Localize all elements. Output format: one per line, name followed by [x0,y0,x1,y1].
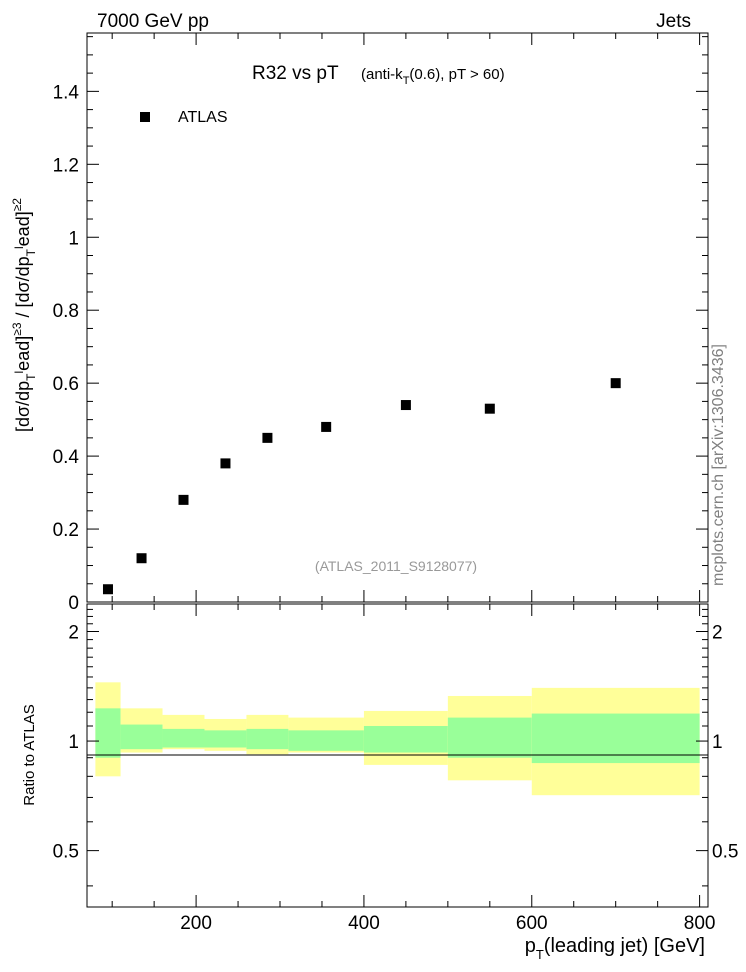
main-ylabel: [dσ/dpTlead]≥3 / [dσ/dpTlead]≥2 [10,198,38,432]
ratio-panel-frame [86,603,709,908]
analysis-reference: (ATLAS_2011_S9128077) [315,558,477,574]
ratio-band-inner [363,725,448,753]
chart-title-main: R32 vs pT [252,63,339,84]
ylabel-sup2: ≥3 [10,322,24,336]
header-left-label: 7000 GeV pp [97,11,209,32]
ratio-bands [95,682,700,796]
ratio-band-inner [120,724,163,750]
ratio-band-inner [95,708,121,758]
ylabel-sub1: T [24,373,38,381]
ylabel-part1: [dσ/dp [13,381,33,432]
chart-subtitle-sub: T [403,75,410,87]
main-ytick-label: 0 [68,593,79,614]
ylabel-part3: / [dσ/dp [13,256,33,322]
ratio-ticks: 0.5 0.5 1 1 2 2 200 400 600 800 [53,604,738,934]
ratio-band-inner [162,728,205,748]
data-point [102,584,113,595]
ratio-ytick-label: 0.5 [53,842,79,863]
data-point [136,553,147,564]
data-point [321,421,332,432]
ylabel-sup1: l [12,371,26,374]
chart-title: R32 vs pT [252,63,339,84]
ratio-xtick-label: 400 [348,913,380,934]
main-ytick-label: 0.8 [53,301,79,322]
ylabel-sup3: l [12,246,26,249]
data-point [484,403,495,414]
xlabel-post: (leading jet) [GeV] [544,935,705,957]
main-panel: R32 vs pT (anti-kT(0.6), pT > 60) ATLAS … [10,32,709,614]
xlabel-pre: p [525,935,536,957]
main-ticks: 0 0.2 0.4 0.6 0.8 1 1.2 1.4 [53,33,708,614]
ratio-panel: 0.5 0.5 1 1 2 2 200 400 600 800 Ratio to ATLAS pT… [21,603,738,962]
main-ytick-label: 1 [68,228,79,249]
data-point [220,458,231,469]
main-ytick-label: 0.6 [53,374,79,395]
main-ytick-label: 1.4 [53,82,80,103]
main-ytick-label: 0.4 [53,447,80,468]
data-point [610,378,621,389]
legend-marker [140,112,150,122]
ylabel-sub2: T [24,248,38,256]
ratio-band-inner [288,730,364,751]
ratio-ytick-label-right: 2 [712,622,723,643]
ratio-xlabel: pT(leading jet) [GeV] [525,935,705,962]
watermark-label: mcplots.cern.ch [arXiv:1306.3436] [710,344,727,586]
ratio-ytick-label: 2 [68,622,79,643]
ratio-band-inner [531,713,700,764]
ylabel-part2: ead] [13,336,33,371]
ratio-band-inner [447,717,532,758]
chart-subtitle-pre: (anti-k [361,66,403,83]
legend-label: ATLAS [178,109,228,126]
ratio-xtick-label: 600 [516,913,548,934]
main-data-points [102,378,621,595]
ratio-band-inner [246,728,289,750]
main-ytick-label: 0.2 [53,520,79,541]
main-panel-frame [86,32,709,603]
main-ytick-label: 1.2 [53,155,79,176]
header-right-label: Jets [656,11,691,32]
chart-subtitle: (anti-kT(0.6), pT > 60) [361,66,505,87]
ratio-ytick-label-right: 0.5 [712,842,738,863]
ylabel-sup4: ≥2 [10,198,24,212]
ratio-ytick-label: 1 [68,732,79,753]
data-point [400,400,411,411]
ratio-xtick-label: 200 [180,913,212,934]
ylabel-part4: ead] [13,211,33,246]
data-point [262,432,273,443]
ratio-ytick-label-right: 1 [712,732,723,753]
xlabel-sub: T [536,947,544,962]
ratio-xtick-label: 800 [684,913,716,934]
chart-subtitle-post: (0.6), pT > 60) [409,66,504,83]
ratio-ylabel: Ratio to ATLAS [21,704,38,805]
data-point [178,494,189,505]
ratio-band-inner [204,730,247,748]
